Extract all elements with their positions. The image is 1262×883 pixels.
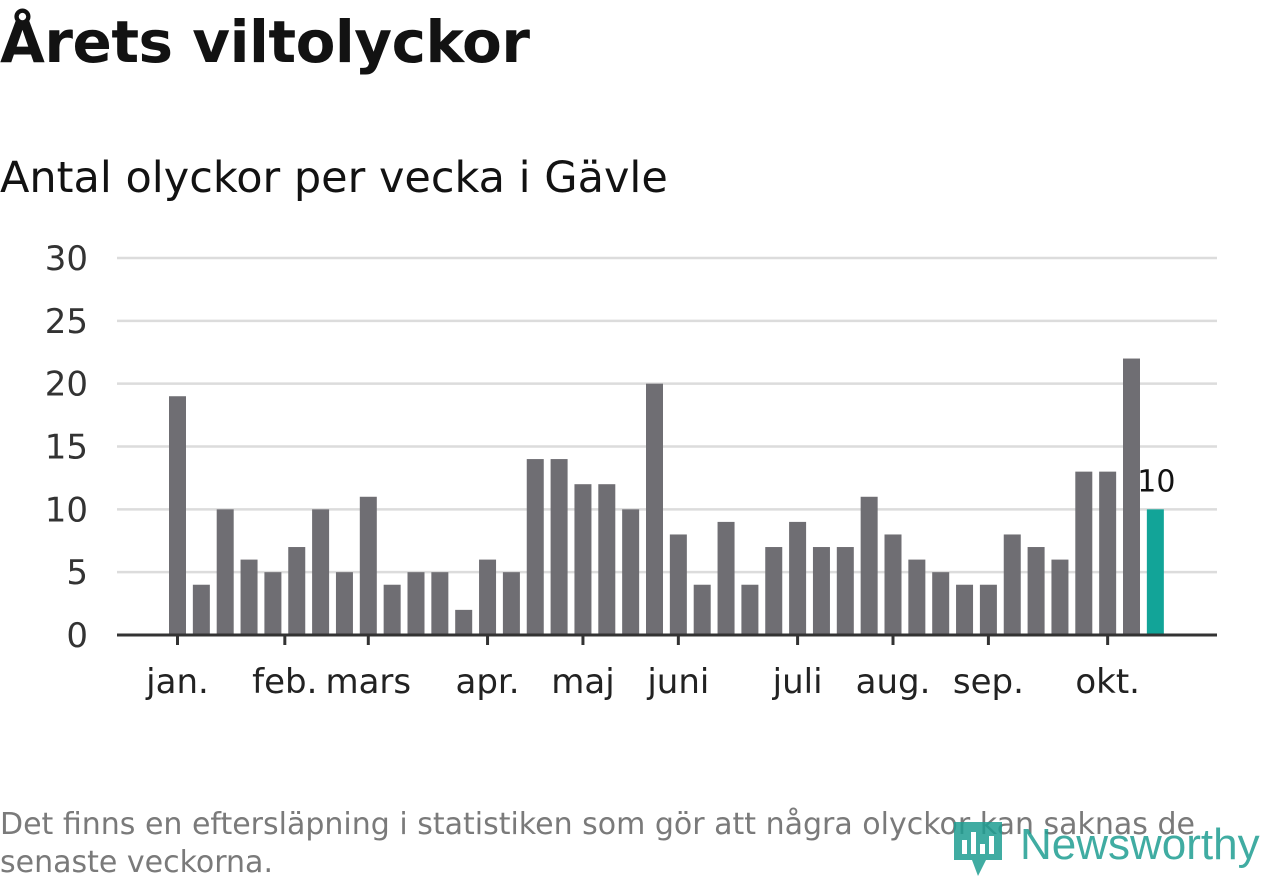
newsworthy-bar-logo-icon bbox=[954, 822, 1002, 876]
chart-title: Årets viltolyckor bbox=[0, 8, 530, 76]
bar bbox=[1051, 559, 1069, 635]
bar bbox=[669, 534, 687, 635]
x-axis-ticks: jan. feb. mars apr. maj juni juli aug. sep. okt. bbox=[145, 635, 1140, 702]
bar-chart: 0 5 10 15 20 25 30 jan. feb. mars apr. maj juni juli… bbox=[45, 239, 1217, 702]
x-tick-label: feb. bbox=[252, 662, 317, 702]
x-tick-label: jan. bbox=[145, 662, 209, 702]
bar bbox=[502, 572, 520, 635]
bar bbox=[1027, 547, 1045, 635]
bar bbox=[264, 572, 282, 635]
y-tick-label: 30 bbox=[45, 239, 88, 279]
bar bbox=[932, 572, 950, 635]
bar bbox=[956, 584, 974, 635]
bar bbox=[646, 383, 663, 635]
newsworthy-logo: Newsworthy bbox=[950, 818, 1262, 879]
bar bbox=[431, 572, 449, 635]
x-tick-label: juni bbox=[646, 662, 709, 702]
y-axis-ticks: 0 5 10 15 20 25 30 bbox=[45, 239, 88, 656]
bar bbox=[335, 572, 353, 635]
bars bbox=[169, 358, 1164, 635]
bar bbox=[288, 547, 306, 635]
bar bbox=[479, 559, 497, 635]
x-tick-label: sep. bbox=[953, 662, 1024, 702]
bar bbox=[622, 509, 640, 635]
bar bbox=[455, 609, 473, 635]
x-tick-label: maj bbox=[551, 662, 614, 702]
bar bbox=[1003, 534, 1021, 635]
bar bbox=[598, 484, 616, 635]
bar bbox=[383, 584, 401, 635]
brand-name: Newsworthy bbox=[1020, 820, 1260, 869]
annotations: 10 bbox=[1137, 464, 1175, 499]
y-tick-label: 20 bbox=[45, 365, 88, 405]
bar bbox=[169, 396, 186, 635]
bar-highlight bbox=[1146, 509, 1164, 635]
x-tick-label: juli bbox=[772, 662, 823, 702]
bar bbox=[216, 509, 234, 635]
bar bbox=[1123, 358, 1140, 635]
bar bbox=[741, 584, 759, 635]
bar bbox=[860, 496, 878, 635]
bar bbox=[240, 559, 258, 635]
y-tick-label: 0 bbox=[66, 616, 88, 656]
bar bbox=[1075, 471, 1093, 635]
bar bbox=[908, 559, 926, 635]
bar bbox=[693, 584, 711, 635]
bar bbox=[789, 521, 807, 635]
bar bbox=[192, 584, 210, 635]
chart-subtitle: Antal olyckor per vecka i Gävle bbox=[0, 153, 668, 203]
bar bbox=[836, 547, 854, 635]
x-tick-label: okt. bbox=[1075, 662, 1140, 702]
y-tick-label: 10 bbox=[45, 490, 88, 530]
bar bbox=[765, 547, 783, 635]
x-tick-label: apr. bbox=[456, 662, 520, 702]
y-tick-label: 5 bbox=[66, 553, 88, 593]
bar bbox=[717, 521, 735, 635]
highlight-value-label: 10 bbox=[1137, 464, 1175, 499]
y-tick-label: 25 bbox=[45, 302, 88, 342]
x-tick-label: aug. bbox=[856, 662, 931, 702]
bar bbox=[550, 459, 568, 635]
bar bbox=[812, 547, 830, 635]
bar bbox=[884, 534, 902, 635]
y-tick-label: 15 bbox=[45, 428, 88, 468]
grid-lines bbox=[117, 256, 1217, 574]
bar bbox=[407, 572, 425, 635]
bar bbox=[359, 496, 377, 635]
bar bbox=[574, 484, 592, 635]
bar bbox=[979, 584, 997, 635]
x-tick-label: mars bbox=[325, 662, 411, 702]
bar bbox=[526, 459, 544, 635]
bar bbox=[1099, 471, 1117, 635]
bar bbox=[312, 509, 330, 635]
